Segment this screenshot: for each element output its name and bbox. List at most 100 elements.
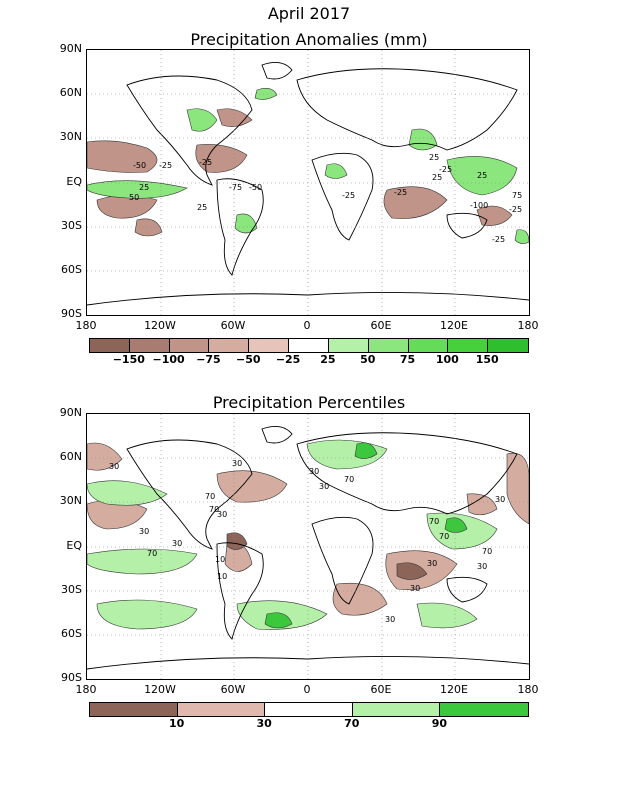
contour-label: 30: [139, 527, 149, 536]
legend-swatch: [169, 339, 210, 352]
lat-label: 30S: [61, 219, 82, 232]
contour-label: -25: [342, 191, 355, 200]
lat-label: 30N: [59, 494, 82, 507]
percentiles-map: 30 30 70 30 70 30 70 30 10 30 70 30 70 7…: [86, 413, 530, 680]
legend-label: 70: [344, 717, 360, 730]
lon-label: 60W: [220, 683, 246, 696]
contour-label: 25: [429, 153, 439, 162]
percentiles-color-legend: [89, 702, 529, 717]
contour-label: 30: [232, 459, 242, 468]
grid-lines: [87, 414, 529, 679]
lon-label: 120E: [440, 319, 468, 332]
legend-label: 100: [435, 353, 459, 366]
contour-label: -25: [439, 165, 452, 174]
legend-label: 75: [399, 353, 416, 366]
contour-label: -50: [249, 183, 262, 192]
lat-label: 60S: [61, 627, 82, 640]
lat-label: 90N: [59, 406, 82, 419]
anomaly-dry-shading: [87, 108, 513, 237]
legend-label: 30: [256, 717, 272, 730]
contour-label: 30: [495, 495, 505, 504]
contour-label: 30: [477, 562, 487, 571]
anomaly-wet-shading: [87, 88, 529, 244]
main-title: April 2017: [267, 4, 351, 23]
lon-label: 0: [303, 683, 311, 696]
contour-label: 70: [429, 517, 439, 526]
legend-swatch: [488, 339, 528, 352]
legend-swatch: [368, 339, 409, 352]
lon-label: 60E: [370, 319, 392, 332]
contour-label: 25: [197, 203, 207, 212]
legend-swatch: [90, 339, 130, 352]
contour-label: 30: [109, 462, 119, 471]
percentiles-map-svg: 30 30 70 30 70 30 70 30 10 30 70 30 70 7…: [87, 414, 529, 679]
anomalies-panel-title: Precipitation Anomalies (mm): [190, 30, 428, 49]
lat-label: 30N: [59, 130, 82, 143]
legend-swatch: [209, 339, 250, 352]
lat-label: EQ: [66, 175, 82, 188]
lon-label: 0: [303, 319, 311, 332]
contour-label: -25: [509, 205, 522, 214]
contour-label: 70: [209, 505, 219, 514]
contour-label: 70: [439, 532, 449, 541]
legend-swatch: [265, 703, 353, 716]
contour-label: 75: [512, 191, 522, 200]
anomalies-color-legend: [89, 338, 529, 353]
legend-swatch: [440, 703, 528, 716]
percentile-contour-labels: 30 30 70 30 70 30 70 30 10 30 70 30 70 7…: [109, 459, 505, 624]
lat-label: 60N: [59, 86, 82, 99]
contour-label: -75: [229, 183, 242, 192]
percentiles-panel-title: Precipitation Percentiles: [212, 393, 406, 412]
lon-label: 120W: [144, 319, 176, 332]
legend-swatch: [448, 339, 489, 352]
anomalies-map: -50 -25 -25 25 -75 -50 50 -25 -25 25 -25…: [86, 49, 530, 316]
contour-label: -25: [199, 158, 212, 167]
contour-label: 70: [344, 475, 354, 484]
contour-label: 25: [477, 171, 487, 180]
contour-label: 30: [172, 539, 182, 548]
legend-label: −150: [112, 353, 145, 366]
legend-swatch: [129, 339, 170, 352]
legend-swatch: [177, 703, 266, 716]
contour-label: -25: [159, 161, 172, 170]
contour-label: 30: [410, 584, 420, 593]
contour-label: 70: [482, 547, 492, 556]
lat-label: 90S: [61, 671, 82, 684]
lat-label: 90S: [61, 307, 82, 320]
legend-label: −50: [236, 353, 261, 366]
lon-label: 120W: [144, 683, 176, 696]
legend-label: −75: [196, 353, 221, 366]
legend-swatch: [90, 703, 178, 716]
legend-label: 50: [360, 353, 376, 366]
lon-label: 180: [75, 683, 97, 696]
contour-label: 10: [215, 555, 225, 564]
contour-label: -25: [492, 235, 505, 244]
lon-label: 60W: [220, 319, 246, 332]
contour-label: 50: [129, 193, 139, 202]
contour-label: 30: [385, 615, 395, 624]
contour-label: 25: [432, 173, 442, 182]
contour-label: 30: [309, 467, 319, 476]
contour-label: -50: [133, 161, 146, 170]
contour-label: 30: [319, 482, 329, 491]
percentile-dry-shading: [87, 442, 529, 616]
lon-label: 60E: [370, 683, 392, 696]
legend-swatch: [249, 339, 290, 352]
lon-label: 180: [517, 319, 539, 332]
legend-label: 90: [431, 717, 448, 730]
anomaly-contour-labels: -50 -25 -25 25 -75 -50 50 -25 -25 25 -25…: [129, 153, 522, 244]
legend-label: −25: [275, 353, 301, 366]
lat-label: 60N: [59, 450, 82, 463]
legend-label: −100: [152, 353, 185, 366]
contour-label: 70: [147, 549, 157, 558]
lat-label: EQ: [66, 539, 82, 552]
lon-label: 180: [517, 683, 539, 696]
grid-lines: [87, 50, 529, 315]
lon-label: 120E: [440, 683, 468, 696]
contour-label: -100: [470, 201, 488, 210]
legend-swatch: [289, 339, 329, 352]
legend-label: 10: [168, 717, 185, 730]
contour-label: 30: [217, 510, 227, 519]
contour-label: -25: [394, 188, 407, 197]
contour-label: 70: [205, 492, 215, 501]
